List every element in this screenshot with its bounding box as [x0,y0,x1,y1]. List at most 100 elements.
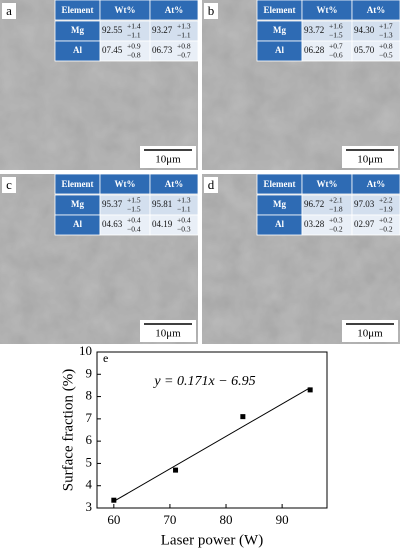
panel-label: d [208,177,215,192]
cell-minus: −1.1 [177,31,191,40]
data-point [111,497,117,503]
y-tick-label: 4 [86,477,93,492]
cell-value: 95.37 [102,199,123,209]
table-header: At% [367,5,386,15]
table-header: At% [165,179,184,189]
y-tick-label: 7 [86,410,93,425]
equation: y = 0.171x − 6.95 [152,374,255,389]
cell-minus: −0.5 [379,51,393,60]
element-name: Mg [71,199,84,209]
data-point [307,387,313,393]
micrograph-panel: c Element Wt% At% Mg 95.37 +1.5−1.5 95.81 +1.3−1… [0,173,199,344]
x-tick-label: 90 [276,512,289,527]
cell-plus: +1.4 [127,22,141,31]
panel-label: e [103,351,108,365]
element-name: Al [275,45,284,55]
micrograph-panel: b Element Wt% At% Mg 93.72 +1.6−1.5 94.30 +1.7−1… [202,0,400,170]
cell-plus: +0.4 [127,216,141,225]
cell-minus: −0.2 [379,225,393,234]
cell-minus: −1.1 [177,205,191,214]
panel-label-box [2,177,16,193]
cell-minus: −1.8 [329,205,343,214]
cell-minus: −1.9 [379,205,393,214]
x-tick-label: 60 [107,512,120,527]
x-axis-label: Laser power (W) [161,532,263,548]
data-point [173,467,179,473]
cell-minus: −0.6 [329,51,343,60]
y-tick-label: 5 [86,454,93,469]
panel-label: a [6,3,12,18]
y-tick-label: 3 [86,499,93,514]
panel-label-box [2,3,16,19]
cell-plus: +0.2 [379,216,393,225]
element-name: Mg [273,25,286,35]
table-cell [149,40,199,62]
cell-plus: +0.3 [329,216,343,225]
scale-bar-box [342,320,398,342]
cell-plus: +2.2 [379,196,393,205]
table-cell [149,214,199,236]
panel-label-box [204,3,218,19]
cell-plus: +0.4 [177,216,191,225]
table-cell [351,214,400,236]
micrograph-panel: a Element Wt% At%Mg 92.55 +1.4−1.193.27 +1.3−1… [0,0,199,170]
x-tick-label: 70 [163,512,176,527]
table-header: Wt% [115,5,136,15]
element-name: Al [275,219,284,229]
table-header: Wt% [115,179,136,189]
cell-value: 94.30 [354,25,375,35]
data-point [240,414,246,420]
y-axis-label: Surface fraction (%) [60,369,76,491]
cell-minus: −0.4 [127,225,141,234]
table-header: At% [165,5,184,15]
cell-value: 03.28 [304,219,325,229]
cell-minus: −0.7 [177,51,191,60]
cell-minus: −0.8 [127,51,141,60]
scale-bar-label: 10μm [155,328,181,340]
cell-value: 93.72 [304,25,324,35]
cell-plus: +2.1 [329,196,343,205]
scale-bar-label: 10μm [357,154,383,166]
cell-value: 93.27 [152,25,173,35]
table-header-cell [351,173,400,195]
panel-label-box [204,177,218,193]
y-tick-label: 9 [86,365,93,380]
micrograph-panel: d Element Wt% At% Mg 96.72 +2.1−1.8 97.03 +2.2−1… [202,173,400,344]
scale-bar-box [140,320,196,342]
table-header-cell [149,173,199,195]
scale-bar-box [140,146,196,168]
element-name: Mg [273,199,286,209]
cell-value: 05.70 [354,45,375,55]
cell-plus: +0.7 [329,42,343,51]
scale-bar-box [342,146,398,168]
table-header-cell [149,0,199,21]
y-tick-label: 10 [79,343,92,358]
cell-minus: −1.5 [127,205,141,214]
x-tick-label: 80 [220,512,233,527]
cell-plus: +0.9 [127,42,141,51]
cell-value: 97.03 [354,199,375,209]
cell-value: 04.19 [152,219,173,229]
table-header: Element [62,5,94,15]
cell-value: 95.81 [152,199,172,209]
table-header: Wt% [317,5,338,15]
cell-minus: −1.1 [127,31,141,40]
cell-plus: +1.7 [379,22,393,31]
cell-plus: +1.3 [177,22,191,31]
cell-plus: +0.8 [379,42,393,51]
cell-plus: +0.8 [177,42,191,51]
panel-label: c [6,177,12,192]
y-tick-label: 8 [86,388,93,403]
cell-minus: −1.5 [329,31,343,40]
cell-value: 02.97 [354,219,375,229]
cell-value: 96.72 [304,199,324,209]
table-header: Wt% [317,179,338,189]
cell-value: 04.63 [102,219,123,229]
table-header: Element [264,5,296,15]
scale-bar-label: 10μm [155,154,181,166]
element-name: Mg [71,25,84,35]
table-cell [351,40,400,62]
element-name: Al [73,219,82,229]
cell-minus: −0.2 [329,225,343,234]
